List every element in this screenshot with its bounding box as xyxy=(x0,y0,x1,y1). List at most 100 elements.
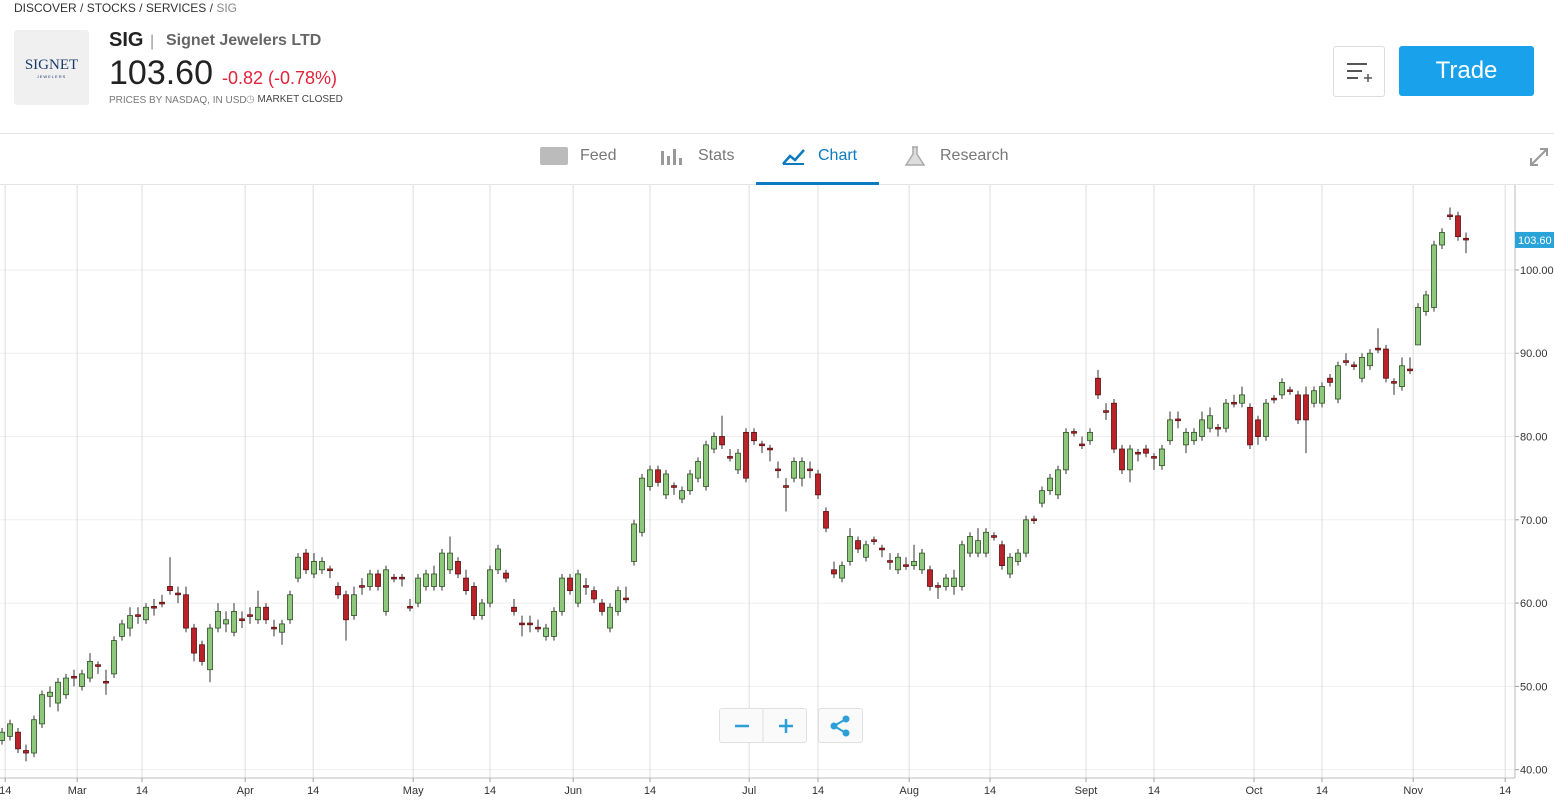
source: PRICES BY NASDAQ, IN USD xyxy=(109,95,247,106)
y-tick-label: 40.00 xyxy=(1520,765,1548,777)
candle-body xyxy=(31,719,37,754)
y-tick-label: 90.00 xyxy=(1520,348,1548,360)
crumb[interactable]: DISCOVER xyxy=(14,1,77,15)
share-button[interactable] xyxy=(818,708,863,743)
candle-body xyxy=(39,694,45,725)
candle-body xyxy=(1207,415,1213,429)
candle-body xyxy=(1215,426,1221,430)
candle-body xyxy=(199,644,205,662)
tab-icon xyxy=(904,146,926,166)
candle-body xyxy=(1343,360,1349,363)
candle-body xyxy=(735,452,741,471)
candle-body xyxy=(927,569,933,587)
logo: SIGNET JEWELERS xyxy=(14,30,89,105)
tab[interactable]: Stats xyxy=(660,147,734,165)
candle-body xyxy=(71,675,77,679)
candle-body xyxy=(855,540,861,550)
candle-body xyxy=(775,468,781,472)
candle-body xyxy=(1079,443,1085,447)
candle-body xyxy=(15,731,21,750)
candle-body xyxy=(591,590,597,600)
fullscreen-icon[interactable] xyxy=(1528,146,1550,168)
candle-body xyxy=(359,585,365,588)
candle-body xyxy=(1423,294,1429,312)
y-tick-label: 100.00 xyxy=(1520,265,1554,277)
candle-body xyxy=(1311,390,1317,404)
candle-body xyxy=(63,677,69,696)
candle-body xyxy=(967,536,973,554)
x-tick-label: Mar xyxy=(68,785,87,797)
candle-body xyxy=(503,572,509,579)
candle-body xyxy=(831,569,837,575)
candle-body xyxy=(391,576,397,580)
candle-body xyxy=(983,531,989,554)
price: 103.60 xyxy=(109,54,213,92)
candle-body xyxy=(279,623,285,633)
candle-body xyxy=(1191,431,1197,442)
y-tick-label: 80.00 xyxy=(1520,432,1548,444)
x-tick-label: 14 xyxy=(984,785,996,797)
candle-body xyxy=(495,548,501,571)
candle-body xyxy=(575,573,581,604)
candle-body xyxy=(1135,451,1141,455)
candle-body xyxy=(767,447,773,451)
candle-body xyxy=(1063,431,1069,471)
tab-active[interactable]: Chart xyxy=(782,147,857,165)
crumb[interactable]: SERVICES xyxy=(145,1,207,15)
candle-body xyxy=(143,606,149,621)
candle-body xyxy=(175,592,181,596)
candle-body xyxy=(255,606,261,621)
candle-body xyxy=(1359,357,1365,379)
candle-body xyxy=(1335,365,1341,400)
candle-body xyxy=(151,606,157,609)
trade-button[interactable]: Trade xyxy=(1399,46,1534,96)
candle-body xyxy=(783,485,789,488)
candle-body xyxy=(23,750,29,754)
x-tick-label: Apr xyxy=(237,785,254,797)
candle-body xyxy=(607,606,613,629)
candle-body xyxy=(1175,418,1181,422)
candle-body xyxy=(567,577,573,592)
candle-body xyxy=(95,664,101,667)
candle-body xyxy=(903,564,909,567)
divider xyxy=(0,133,1554,134)
tab[interactable]: Research xyxy=(904,145,1008,167)
tab-label: Stats xyxy=(698,147,735,165)
candle-body xyxy=(1327,377,1333,383)
candle-body xyxy=(1095,377,1101,396)
candle-body xyxy=(455,561,461,575)
candle-body xyxy=(879,547,885,551)
candle-body xyxy=(1247,406,1253,446)
candle-body xyxy=(1407,368,1413,372)
candle-body xyxy=(519,622,525,626)
candle-body xyxy=(943,577,949,587)
candle-body xyxy=(335,586,341,596)
candle-body xyxy=(559,577,565,612)
candle-body xyxy=(823,511,829,529)
candle-body xyxy=(1007,556,1013,575)
candle-body xyxy=(111,640,117,675)
separator: | xyxy=(150,33,155,50)
tab-icon xyxy=(782,149,805,165)
candle-body xyxy=(247,614,253,617)
company-name: Signet Jewelers LTD xyxy=(166,32,322,49)
candle-body xyxy=(423,573,429,587)
x-tick-label: Jul xyxy=(742,785,756,797)
candle-body xyxy=(1255,419,1261,437)
tab-label: Research xyxy=(940,147,1009,165)
candle-body xyxy=(231,611,237,633)
candle-body xyxy=(1415,307,1421,346)
tab[interactable]: Feed xyxy=(540,147,616,171)
candle-body xyxy=(1439,232,1445,246)
x-tick-label: Sept xyxy=(1075,785,1098,797)
x-tick-label: 14 xyxy=(484,785,496,797)
last-price-label: 103.60 xyxy=(1518,235,1552,247)
candle-body xyxy=(711,436,717,450)
candle-body xyxy=(1087,431,1093,442)
candle-body xyxy=(1159,448,1165,467)
crumb[interactable]: STOCKS xyxy=(86,1,136,15)
candle-body xyxy=(1287,389,1293,392)
candle-body xyxy=(1127,448,1133,471)
watchlist-button[interactable] xyxy=(1333,46,1385,97)
